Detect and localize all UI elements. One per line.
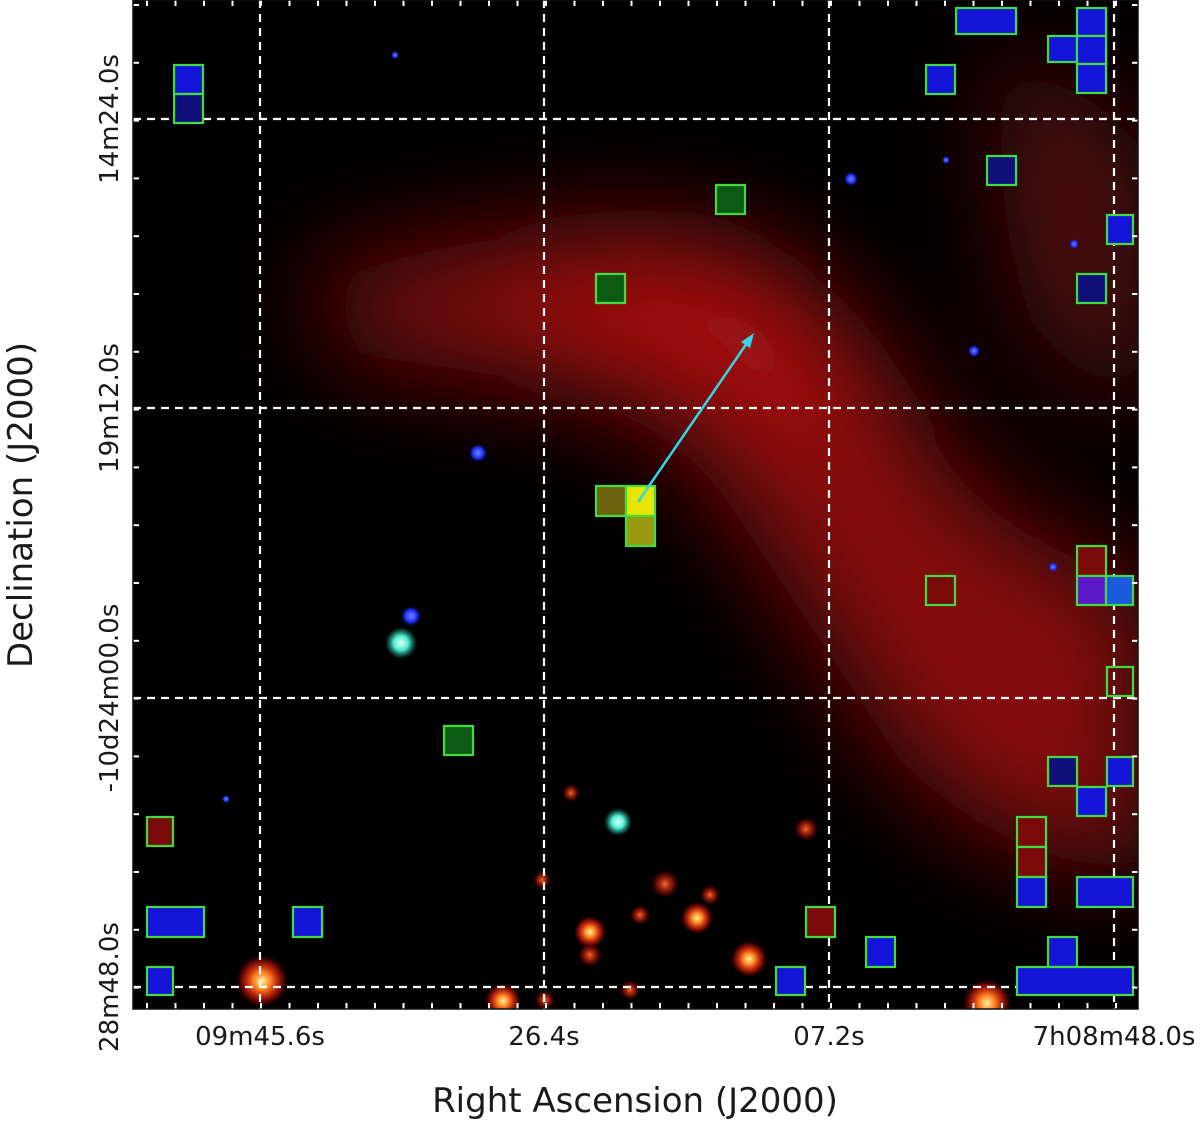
source-red xyxy=(630,905,650,925)
pixel-box xyxy=(1075,574,1108,607)
source-red xyxy=(681,902,713,934)
pixel-box xyxy=(1075,875,1135,909)
pixel-box xyxy=(1075,544,1108,578)
source-cyan xyxy=(604,808,632,836)
y-tick-label: 19m12.0s xyxy=(95,343,125,473)
pixel-box xyxy=(145,815,175,848)
pixel-box xyxy=(924,63,957,96)
pixel-box xyxy=(954,6,1018,36)
pixel-box xyxy=(864,935,897,969)
source-red xyxy=(578,943,602,967)
pixel-box xyxy=(594,484,628,518)
y-tick-label: 14m24.0s xyxy=(95,54,125,184)
source-red xyxy=(731,941,767,977)
source-red xyxy=(485,983,521,1009)
nebula-emission xyxy=(300,40,1138,879)
image-frame xyxy=(132,0,1139,1010)
source-blue xyxy=(222,795,230,803)
coordinate-grid xyxy=(133,0,1138,1009)
pixel-box xyxy=(1105,213,1135,246)
source-red xyxy=(620,980,640,1000)
pixel-box xyxy=(985,154,1018,187)
source-blue xyxy=(391,51,399,59)
y-tick-label: -10d24m00.0s xyxy=(95,604,125,793)
pixel-box xyxy=(1105,665,1135,698)
pixel-box xyxy=(1075,62,1108,95)
pixel-box xyxy=(1015,815,1048,849)
source-red xyxy=(574,916,606,948)
pixel-box xyxy=(145,965,175,997)
pixel-box xyxy=(924,574,957,607)
pixel-box xyxy=(1075,34,1108,66)
x-tick-label: 26.4s xyxy=(508,1022,579,1052)
pixel-box xyxy=(172,92,205,125)
source-red xyxy=(562,784,580,802)
source-blue xyxy=(401,606,421,626)
source-blue xyxy=(1048,562,1058,572)
source-cyan xyxy=(385,627,417,659)
pixel-box xyxy=(442,724,475,757)
pixel-box xyxy=(594,272,627,305)
pixel-box xyxy=(1015,965,1135,997)
pixel-box xyxy=(1105,755,1135,788)
pixel-box xyxy=(1046,935,1079,969)
x-tick-label: 7h08m48.0s xyxy=(1033,1022,1196,1052)
pixel-box xyxy=(804,905,837,939)
pixel-box xyxy=(1015,875,1048,909)
x-tick-label: 07.2s xyxy=(793,1022,864,1052)
pixel-box xyxy=(714,183,747,216)
pixel-box xyxy=(774,965,807,997)
point-sources xyxy=(222,51,1079,1009)
source-blue xyxy=(469,444,487,462)
source-red xyxy=(651,870,679,898)
source-blue xyxy=(968,345,980,357)
pixel-box xyxy=(145,905,206,939)
pixel-box xyxy=(624,484,657,518)
y-axis-label: Declination (J2000) xyxy=(1,342,41,668)
pixel-box xyxy=(1075,6,1108,38)
x-axis-label: Right Ascension (J2000) xyxy=(432,1081,838,1121)
y-tick-label: 28m48.0s xyxy=(95,922,125,1052)
image-panel xyxy=(133,0,1138,1009)
pixel-box xyxy=(1046,34,1079,64)
source-red xyxy=(794,817,818,841)
pixel-boxes xyxy=(145,6,1135,997)
pixel-box xyxy=(291,905,324,939)
pixel-box xyxy=(1046,755,1079,788)
pixel-box xyxy=(1015,845,1048,879)
x-tick-label: 09m45.6s xyxy=(195,1022,325,1052)
pixel-box xyxy=(1075,785,1108,818)
source-red xyxy=(236,955,288,1007)
source-red xyxy=(700,885,720,905)
pixel-box xyxy=(172,63,205,96)
source-red xyxy=(533,871,551,889)
source-blue xyxy=(1069,239,1079,249)
pixel-box xyxy=(1104,574,1135,607)
y-tick-labels: 14m24.0s 19m12.0s -10d24m00.0s 28m48.0s xyxy=(95,54,125,1052)
pixel-box xyxy=(1075,272,1108,305)
motion-arrow xyxy=(636,333,754,503)
source-blue xyxy=(942,156,950,164)
pixel-box xyxy=(624,514,657,548)
tick-marks xyxy=(133,0,1138,1009)
source-blue xyxy=(844,172,858,186)
x-tick-labels: 09m45.6s 26.4s 07.2s 7h08m48.0s xyxy=(195,1022,1195,1052)
